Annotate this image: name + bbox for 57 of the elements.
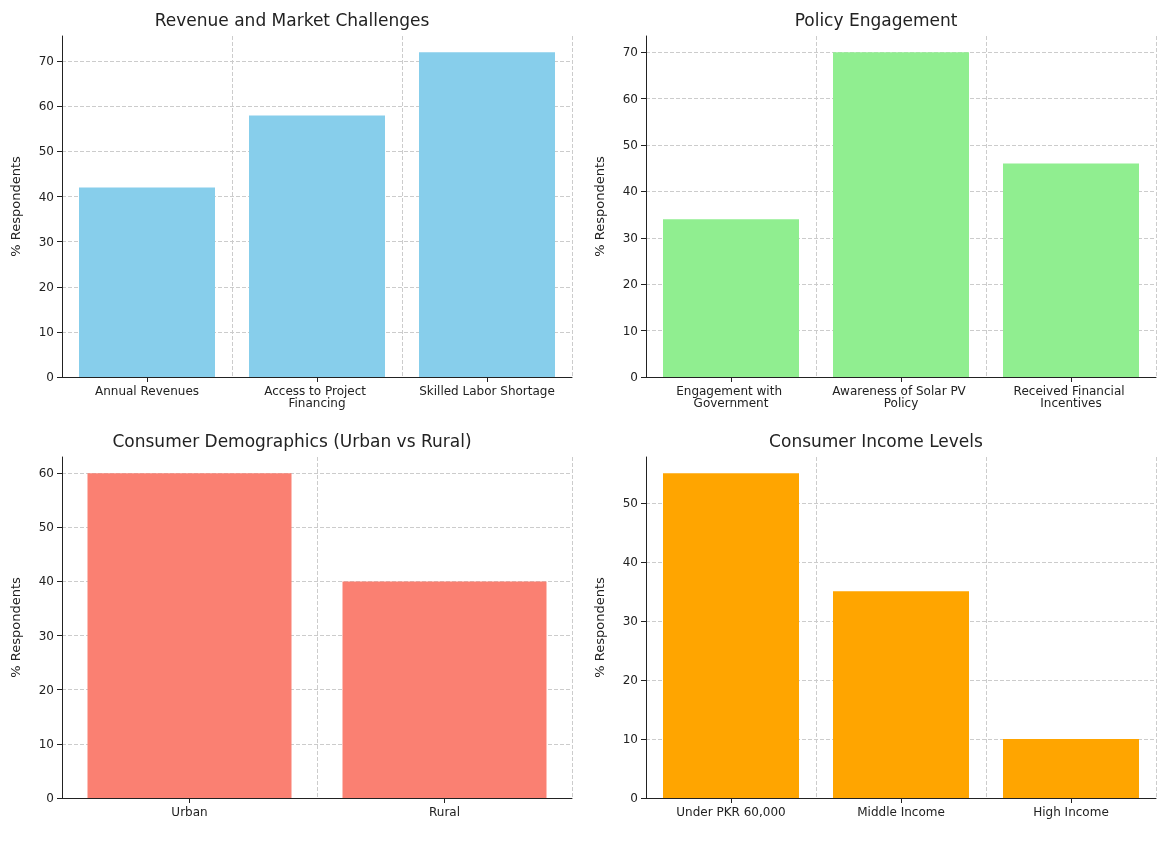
y-tick-label: 0 (630, 791, 638, 805)
bar (249, 115, 385, 377)
y-tick-label: 30 (622, 230, 638, 245)
y-tick-label: 70 (38, 54, 54, 69)
x-tick-label: High Income (1033, 805, 1109, 819)
y-tick-label: 50 (38, 144, 54, 159)
y-tick-label: 10 (622, 731, 638, 746)
bar (833, 52, 969, 377)
y-tick-label: 0 (46, 791, 54, 805)
y-axis-title: % Respondents (8, 577, 23, 678)
y-tick-label: 30 (38, 628, 54, 643)
y-tick-label: 50 (622, 495, 638, 510)
x-tick-label: Access to Project Financing (264, 384, 370, 410)
y-tick-label: 60 (622, 91, 638, 106)
bar (663, 219, 799, 377)
x-tick-label: Annual Revenues (94, 384, 200, 398)
y-tick-label: 10 (622, 323, 638, 338)
y-tick-label: 30 (38, 234, 54, 249)
y-tick-label: 10 (38, 736, 54, 751)
bar (419, 52, 555, 377)
x-tick-label: Under PKR 60,000 (676, 805, 786, 819)
y-tick-label: 0 (630, 370, 638, 384)
chart-title: Consumer Demographics (Urban vs Rural) (112, 430, 472, 451)
bar (663, 473, 799, 798)
y-tick-label: 40 (38, 189, 54, 204)
x-tick-label: Urban (171, 805, 208, 819)
x-tick-label: Middle Income (857, 805, 945, 819)
y-tick-label: 40 (622, 184, 638, 199)
x-tick-label: Engagement with Government (676, 384, 786, 410)
y-tick-label: 20 (622, 277, 638, 292)
y-axis-title: % Respondents (592, 577, 607, 678)
bar (79, 187, 215, 377)
y-tick-label: 40 (38, 574, 54, 589)
y-tick-label: 20 (38, 279, 54, 294)
chart-title: Consumer Income Levels (769, 430, 984, 451)
bar (1003, 738, 1139, 798)
x-tick-label: Rural (428, 805, 461, 819)
y-axis-title: % Respondents (592, 156, 607, 257)
y-tick-label: 20 (38, 682, 54, 697)
y-tick-label: 0 (46, 370, 54, 384)
y-tick-label: 30 (622, 613, 638, 628)
y-axis-title: % Respondents (8, 156, 23, 257)
y-tick-label: 40 (622, 554, 638, 569)
bar (1003, 163, 1139, 377)
y-tick-label: 10 (38, 324, 54, 339)
x-tick-label: Skilled Labor Shortage (419, 384, 555, 398)
y-tick-label: 20 (622, 672, 638, 687)
y-tick-label: 50 (38, 520, 54, 535)
y-tick-label: 50 (622, 138, 638, 153)
x-tick-label: Awareness of Solar PV Policy (832, 384, 970, 410)
x-tick-label: Received Financial Incentives (1013, 384, 1129, 410)
y-tick-label: 60 (38, 466, 54, 481)
y-tick-label: 70 (622, 45, 638, 60)
chart-title: Policy Engagement (794, 9, 958, 30)
y-tick-label: 60 (38, 99, 54, 114)
bar (833, 591, 969, 798)
chart-title: Revenue and Market Challenges (154, 9, 430, 30)
